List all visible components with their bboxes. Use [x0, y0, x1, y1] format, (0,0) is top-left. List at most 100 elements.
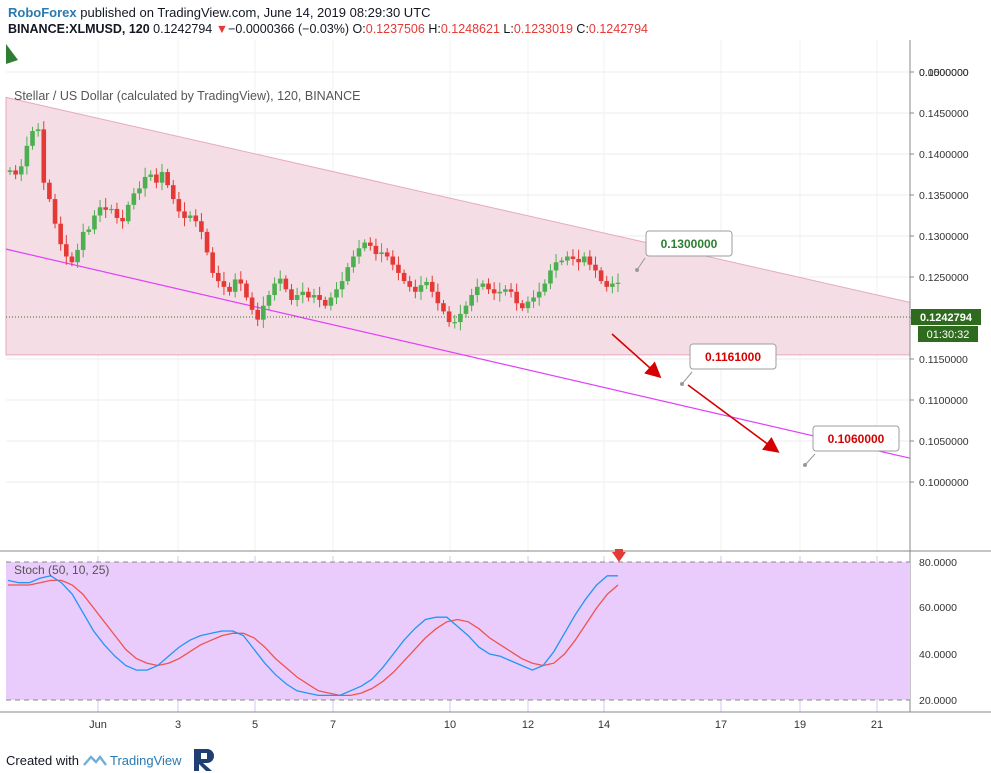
low-value: 0.1233019 — [513, 22, 573, 36]
candle-body — [18, 166, 24, 175]
candle-body — [255, 309, 261, 320]
signal-down-arrow-icon — [612, 552, 626, 562]
candle-body — [63, 244, 69, 257]
candle-body — [30, 131, 35, 146]
candle-body — [52, 199, 58, 224]
candle-body — [109, 208, 114, 211]
candle-body — [339, 281, 345, 290]
candle-body — [266, 295, 272, 306]
candle-body — [486, 283, 491, 290]
candle-body — [131, 193, 137, 205]
footer: Created with TradingView — [6, 747, 216, 773]
candle-body — [514, 291, 519, 304]
candle-body — [593, 264, 598, 271]
candle-body — [565, 256, 570, 261]
candle-body — [210, 252, 215, 273]
stoch-pane[interactable]: Stoch (50, 10, 25) — [6, 549, 910, 701]
candle-body — [345, 267, 351, 282]
candle-body — [559, 260, 565, 263]
x-tick-7: 7 — [330, 719, 336, 731]
callout-0130[interactable]: 0.1300000 — [635, 230, 733, 272]
close-label: C: — [576, 22, 589, 36]
x-tick-5: 5 — [252, 719, 258, 731]
close-value: 0.1242794 — [588, 22, 649, 36]
candle-body — [508, 289, 514, 292]
candle-body — [362, 242, 367, 249]
candle-body — [407, 281, 413, 287]
symbol-label: BINANCE:XLMUSD, 120 — [8, 22, 150, 36]
candle-body — [148, 174, 154, 177]
lower-trendline[interactable] — [5, 248, 911, 459]
published-info: published on TradingView.com, June 14, 2… — [80, 5, 431, 20]
last-price: 0.1242794 — [153, 22, 213, 36]
candle-body — [390, 256, 396, 265]
candle-body — [570, 256, 576, 259]
candle-body — [86, 229, 92, 232]
last-price-text: 0.1242794 — [920, 312, 973, 324]
candle-body — [396, 264, 401, 273]
x-tick-21: 21 — [871, 719, 883, 731]
price-tick: 0.1000000 — [919, 477, 969, 489]
candle-body — [103, 207, 109, 210]
candle-body — [531, 297, 536, 302]
candle-body — [497, 291, 503, 294]
candle-body — [300, 291, 306, 296]
candle-body — [379, 252, 384, 255]
candle-body — [75, 249, 80, 263]
candle-body — [114, 208, 120, 218]
brand-name[interactable]: RoboForex — [8, 5, 77, 20]
x-tick-jun: Jun — [89, 719, 107, 731]
candle-body — [317, 295, 322, 300]
candle-body — [581, 256, 587, 263]
candle-body — [7, 170, 13, 173]
stoch-d-line — [8, 579, 619, 697]
callout-anchor — [803, 463, 807, 467]
price-change: −0.0000366 (−0.03%) — [228, 22, 350, 36]
stoch-axis: 80.0000 60.0000 40.0000 20.0000 — [919, 557, 957, 707]
candle-body — [401, 272, 407, 282]
countdown-badge — [918, 326, 978, 342]
last-price-tag: 0.1242794 01:30:32 — [911, 309, 981, 342]
candle-body — [334, 289, 339, 298]
candlestick-series — [7, 121, 621, 331]
x-tick-17: 17 — [715, 719, 727, 731]
candle-body — [503, 289, 508, 292]
forecast-arrows — [611, 333, 780, 453]
stoch-k-line — [7, 575, 618, 697]
candle-body — [480, 283, 486, 287]
candle-body — [367, 242, 373, 246]
x-tick-19: 19 — [794, 719, 806, 731]
price-tick: 0.1250000 — [919, 272, 969, 284]
candle-body — [536, 291, 542, 298]
time-axis[interactable]: Jun 3 5 7 10 12 14 17 19 21 — [89, 719, 883, 731]
candle-body — [525, 301, 531, 309]
candle-body — [120, 217, 125, 222]
forecast-arrow-1 — [611, 333, 662, 379]
candle-body — [227, 286, 232, 292]
candle-body — [576, 258, 581, 263]
callout-text: 0.1300000 — [661, 237, 718, 251]
callout-01161[interactable]: 0.1161000 — [680, 343, 777, 386]
candle-body — [356, 248, 362, 257]
callout-box — [645, 230, 733, 257]
candle-body — [69, 256, 75, 263]
callout-0106[interactable]: 0.1060000 — [803, 425, 900, 467]
callout-pointer — [636, 257, 646, 271]
candle-body — [458, 313, 463, 323]
candle-body — [289, 289, 294, 300]
candle-body — [542, 283, 548, 292]
corner-flag-icon — [6, 44, 18, 64]
candle-body — [80, 231, 86, 250]
candle-body — [199, 221, 204, 232]
candle-body — [598, 270, 604, 282]
candle-body — [232, 279, 238, 292]
candle-body — [170, 185, 176, 200]
stoch-tick-60: 60.0000 — [919, 602, 957, 614]
tradingview-link[interactable]: TradingView — [109, 752, 182, 768]
candle-body — [221, 281, 227, 287]
stoch-band — [6, 562, 910, 700]
stoch-label: Stoch (50, 10, 25) — [14, 563, 109, 577]
triangle-pattern — [5, 96, 911, 356]
